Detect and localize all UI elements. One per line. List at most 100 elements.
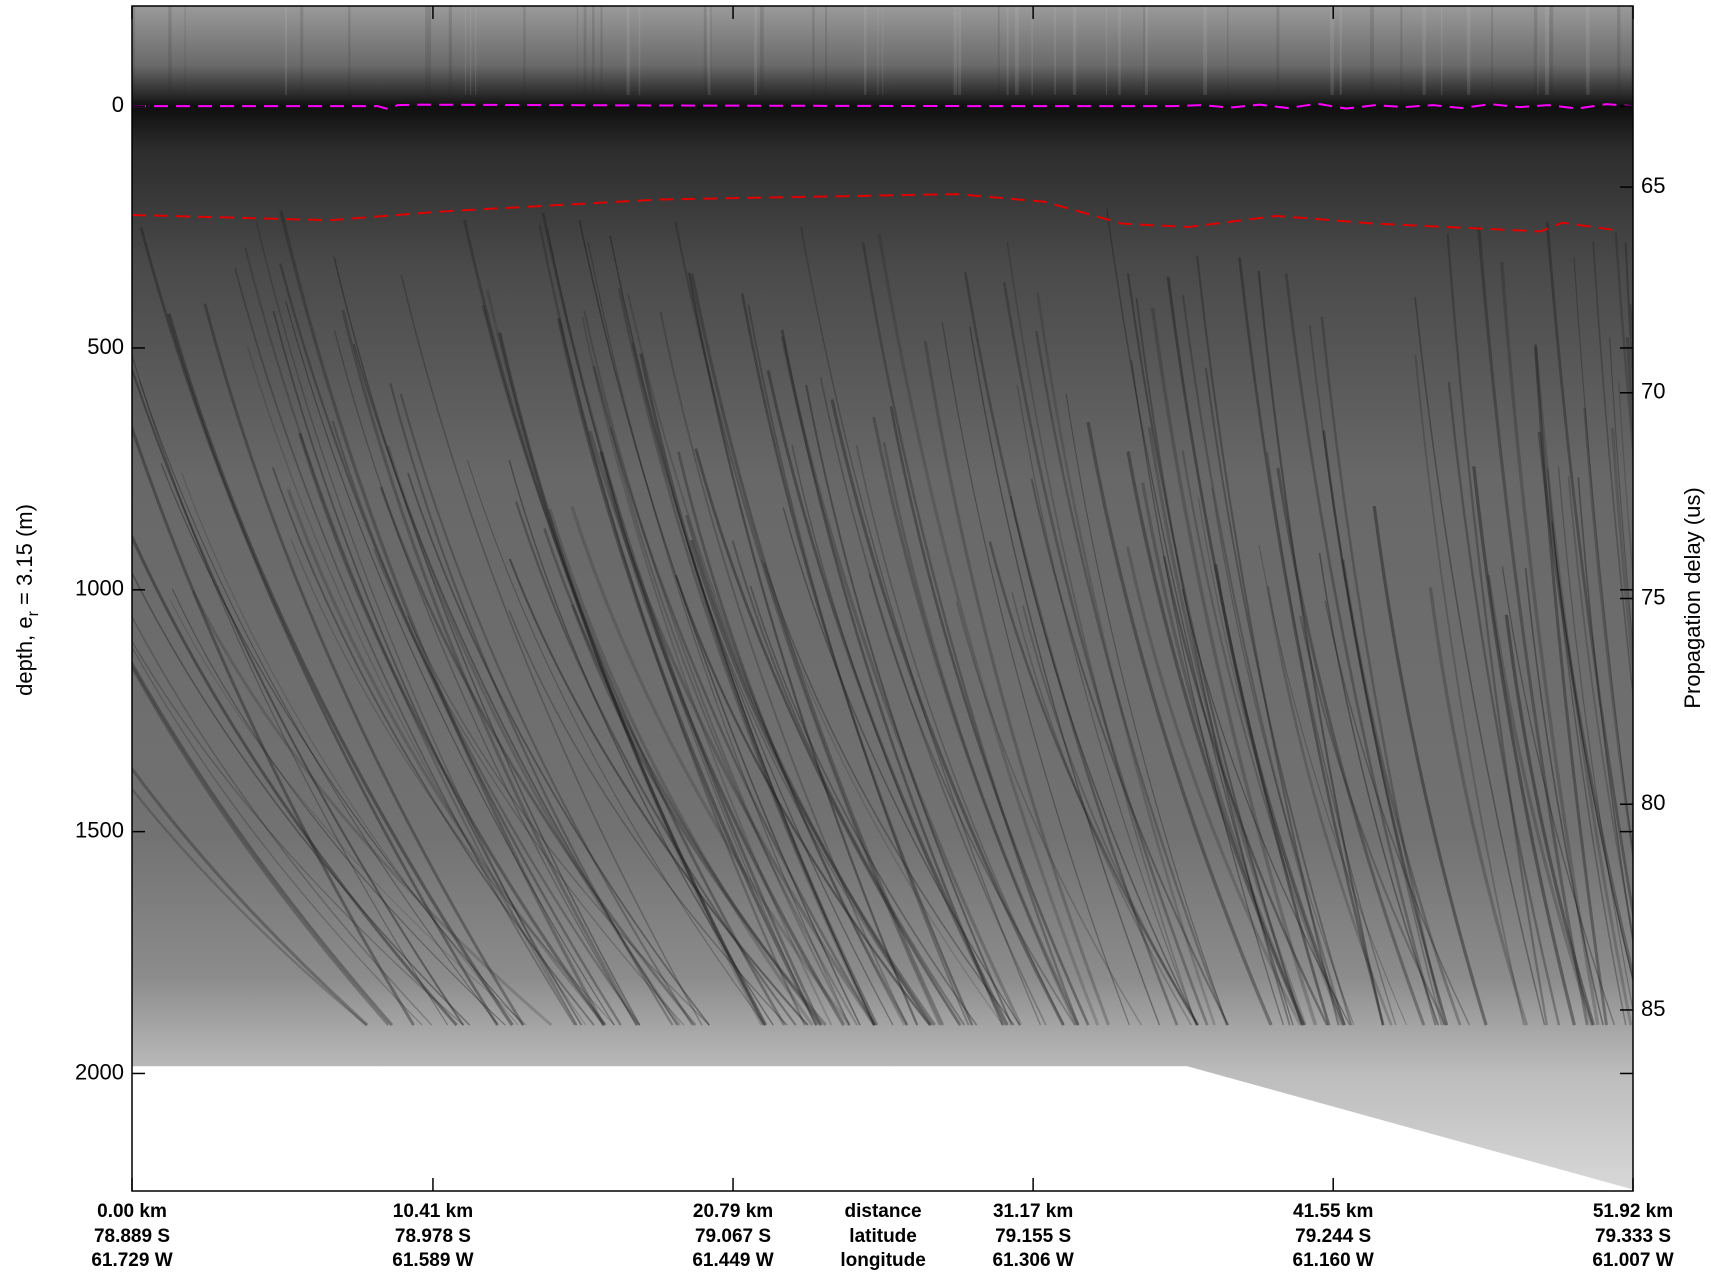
radar-column xyxy=(1631,6,1633,95)
radar-streak xyxy=(132,660,394,1027)
y-label-subscript: r xyxy=(25,610,42,616)
x-tick-label: 51.92 km xyxy=(1593,1201,1673,1222)
radar-streak xyxy=(1197,497,1344,1026)
radar-streak xyxy=(399,393,694,1026)
radar-streak xyxy=(170,600,528,1026)
x-tick-label: 20.79 km xyxy=(693,1201,773,1222)
radar-column xyxy=(1339,6,1342,95)
latitude-label: 78.889 S xyxy=(94,1226,170,1247)
radar-column xyxy=(168,6,172,95)
radar-streak xyxy=(1106,208,1294,1026)
radar-streak xyxy=(800,226,1042,1026)
radar-column xyxy=(285,6,288,95)
radar-column xyxy=(1422,6,1426,95)
radar-column xyxy=(760,6,764,95)
radar-streak xyxy=(1002,282,1209,1026)
radar-streak xyxy=(1166,276,1331,1026)
radar-streak xyxy=(1617,380,1633,584)
longitude-label: 61.160 W xyxy=(1293,1250,1374,1271)
radar-streak xyxy=(1546,468,1627,1026)
longitude-label: 61.449 W xyxy=(692,1250,773,1271)
radar-streak xyxy=(167,313,514,1027)
radar-streak xyxy=(1006,241,1197,1026)
radar-streak xyxy=(279,263,622,1026)
radar-column xyxy=(1330,6,1334,95)
radar-streak xyxy=(1477,226,1589,1026)
longitude-label: 61.589 W xyxy=(392,1250,473,1271)
radar-column xyxy=(703,6,707,95)
y-tick-label: 2000 xyxy=(75,1059,124,1084)
radar-column xyxy=(997,6,1000,95)
radar-column xyxy=(576,6,578,95)
radar-column xyxy=(863,6,867,95)
radar-column xyxy=(1105,6,1108,95)
latitude-label: 78.978 S xyxy=(395,1226,471,1247)
radar-streak xyxy=(272,310,583,1026)
y2-tick-label: 65 xyxy=(1641,173,1665,198)
radar-streak xyxy=(1472,466,1576,1026)
radar-streak xyxy=(1016,384,1198,1026)
radar-column xyxy=(638,6,641,95)
radar-streak xyxy=(1592,241,1633,701)
radar-column xyxy=(300,6,304,95)
radar-streak xyxy=(160,463,525,1026)
radar-streak xyxy=(955,601,1143,1026)
radar-column xyxy=(592,6,595,95)
latitude-label: 79.333 S xyxy=(1595,1226,1671,1247)
radar-streak xyxy=(791,444,1006,1026)
radar-streak xyxy=(677,451,909,1026)
radar-streak xyxy=(578,219,861,1026)
radar-streak xyxy=(498,332,768,1026)
radar-streak xyxy=(1524,567,1604,1026)
radar-streak xyxy=(1573,256,1633,857)
radar-streak xyxy=(1320,316,1446,1026)
row-label: latitude xyxy=(849,1226,917,1247)
radar-streak xyxy=(639,353,879,1026)
radar-streak xyxy=(1266,452,1397,1026)
radar-streak xyxy=(570,505,851,1027)
radar-column xyxy=(825,6,828,95)
radar-streak xyxy=(132,615,433,1026)
radar-streak xyxy=(592,365,876,1026)
radar-streak xyxy=(609,427,858,1026)
radar-streak xyxy=(286,488,607,1027)
radar-streak xyxy=(132,366,465,1026)
radar-image xyxy=(132,6,1633,1191)
radar-streak xyxy=(139,227,499,1026)
x-tick-label: 0.00 km xyxy=(97,1201,167,1222)
radar-streak xyxy=(543,528,823,1026)
radar-streak xyxy=(1181,588,1351,1026)
radar-column xyxy=(1118,6,1121,95)
radar-streak xyxy=(687,272,919,1026)
radar-column xyxy=(1276,6,1280,95)
radar-streak xyxy=(1163,556,1329,1026)
radar-streak xyxy=(246,345,587,1026)
radar-streak xyxy=(132,353,449,1026)
radar-streak xyxy=(780,329,1005,1026)
radar-streak xyxy=(1299,615,1447,1026)
radar-streak xyxy=(659,311,908,1026)
radar-streak xyxy=(1141,482,1306,1026)
radar-streak xyxy=(1534,347,1633,1026)
radar-column xyxy=(465,6,467,95)
radar-streak xyxy=(747,304,970,1026)
radar-streak xyxy=(674,221,941,1026)
radar-streak xyxy=(244,247,578,1026)
radar-streak xyxy=(861,242,1080,1026)
radar-streak xyxy=(1126,546,1302,1026)
radar-streak xyxy=(1324,600,1471,1026)
radar-streak xyxy=(1533,344,1608,1026)
radar-streak xyxy=(132,664,390,1026)
radar-streak xyxy=(203,303,525,1026)
radar-streak xyxy=(1214,564,1346,1026)
longitude-label: 61.007 W xyxy=(1592,1250,1673,1271)
radar-column xyxy=(1537,6,1539,95)
radar-column xyxy=(1072,6,1077,95)
radar-streak xyxy=(1318,552,1439,1026)
layer-line xyxy=(132,102,1634,110)
y2-tick-label: 85 xyxy=(1641,996,1665,1021)
radar-streak xyxy=(749,585,978,1026)
radargram xyxy=(132,6,1633,1191)
radar-column xyxy=(428,6,432,95)
radar-column xyxy=(1144,6,1148,95)
